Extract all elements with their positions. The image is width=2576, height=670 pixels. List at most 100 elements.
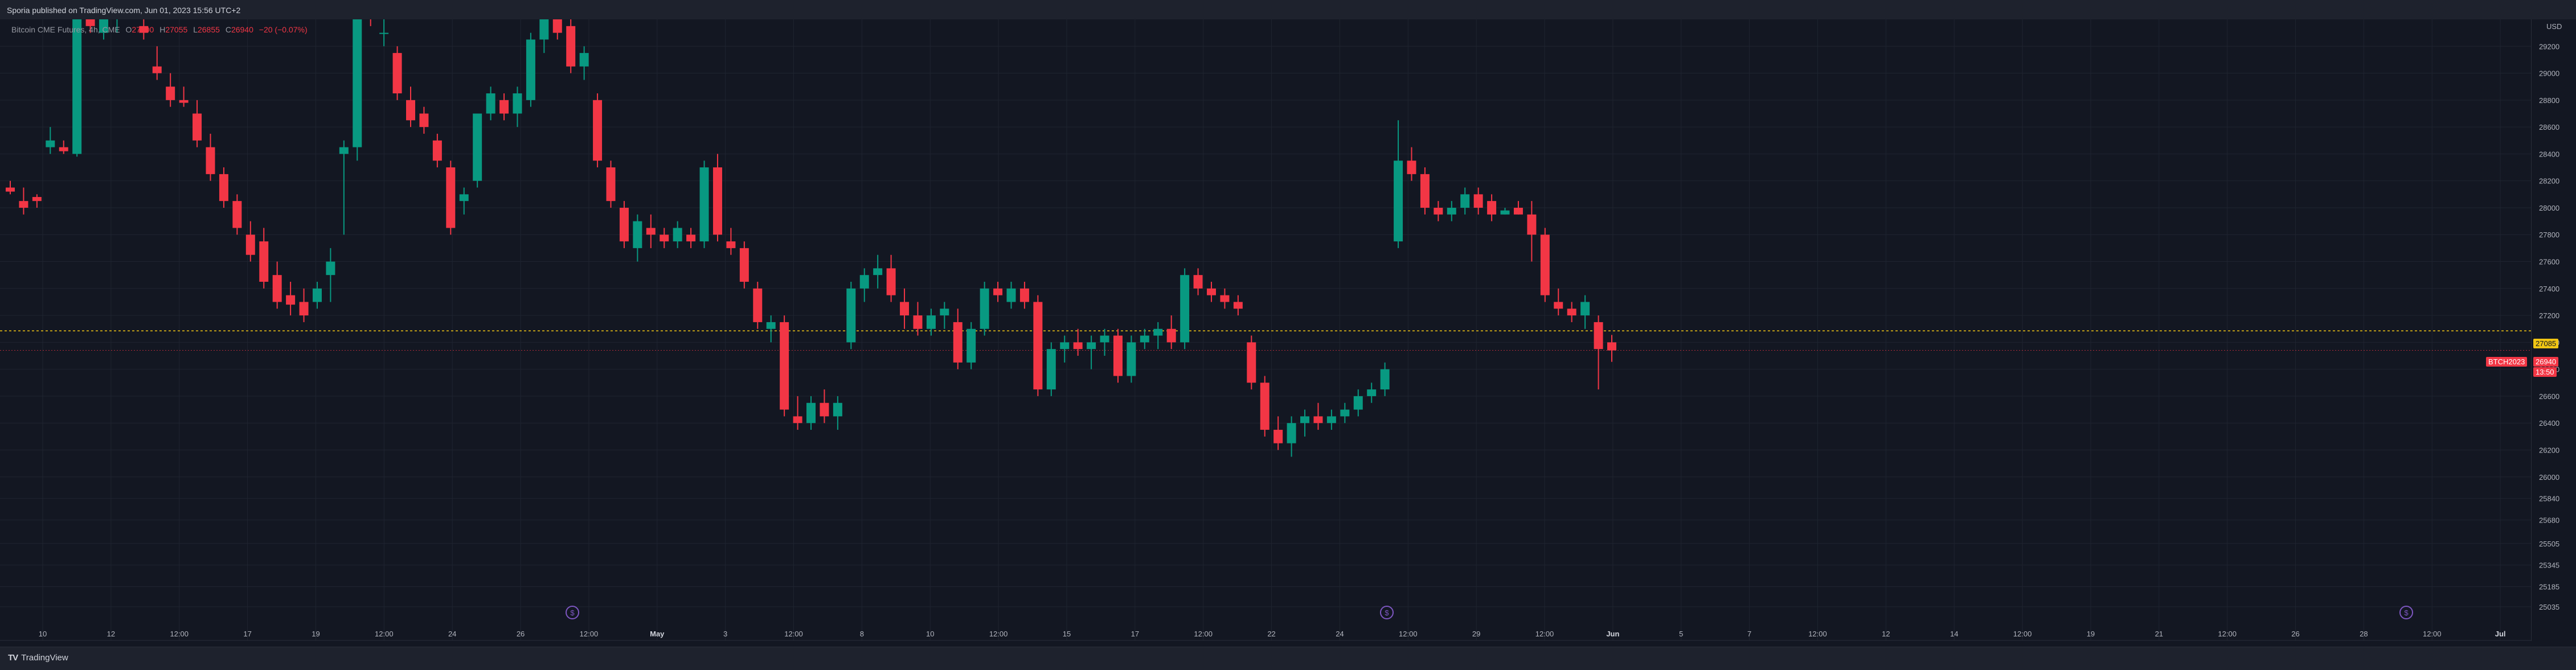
legend-high: 27055 (165, 25, 188, 34)
candle-body (1420, 174, 1430, 208)
candle-body (633, 221, 642, 248)
candle-body (1260, 383, 1269, 430)
time-tick: 17 (1131, 630, 1139, 638)
time-tick: 12:00 (2423, 630, 2442, 638)
time-tick: 12:00 (989, 630, 1008, 638)
candle-body (499, 100, 509, 114)
candle-body (1193, 275, 1203, 289)
time-tick: 15 (1063, 630, 1071, 638)
candle-body (1594, 322, 1603, 350)
price-tick: 25185 (2539, 582, 2559, 591)
time-tick: 8 (860, 630, 864, 638)
candle-body (873, 268, 883, 276)
candle-body (886, 268, 896, 295)
candle-body (219, 174, 228, 202)
tradingview-brand[interactable]: TV TradingView (8, 653, 68, 663)
candle-body (193, 113, 202, 141)
candle-body (1153, 328, 1163, 336)
candle-body (593, 100, 603, 161)
candle-body (1233, 302, 1243, 309)
candle-body (1607, 342, 1616, 351)
event-icon (1380, 606, 1394, 619)
candle-body (432, 140, 442, 161)
candle-body (1326, 416, 1336, 424)
candle-body (1500, 210, 1510, 215)
candle-body (513, 93, 522, 114)
price-axis-svg: USD 29200 29000 28800 28600 28400 28200 28000 2… (2539, 22, 2562, 611)
time-tick: 12:00 (580, 630, 599, 638)
legend-low: 26855 (197, 25, 220, 34)
price-axis[interactable]: USD 29200 29000 28800 28600 28400 28200 28000 2… (2531, 19, 2576, 641)
candle-body (392, 53, 402, 94)
candle-body (312, 288, 322, 302)
time-tick: 12:00 (2218, 630, 2237, 638)
time-tick: 7 (1747, 630, 1751, 638)
event-icon (566, 606, 579, 619)
chart-plot[interactable]: $ $ $ 10 12 12:00 17 19 12:00 24 26 12:00 May 3 12:00… (0, 19, 2531, 641)
price-tick: 26200 (2539, 446, 2559, 454)
candle-body (726, 241, 736, 248)
chart-legend: Bitcoin CME Futures, 4h, CME O27000 H270… (11, 25, 308, 34)
candle-body (1434, 207, 1443, 215)
time-tick: 21 (2155, 630, 2163, 638)
candle-body (72, 19, 82, 154)
time-tick: 24 (448, 630, 456, 638)
candle-body (686, 235, 696, 242)
candle-body (1033, 302, 1043, 390)
candle-body (1527, 214, 1537, 235)
time-tick: 28 (2360, 630, 2368, 638)
candle-body (1180, 275, 1190, 343)
candle-body (85, 19, 95, 26)
time-tick: 12:00 (1194, 630, 1213, 638)
time-tick: 12:00 (1535, 630, 1554, 638)
candle-body (993, 288, 1003, 295)
candle-body (1380, 369, 1390, 390)
candle-body (539, 19, 549, 40)
candle-body (1513, 207, 1523, 215)
candle-body (739, 248, 749, 282)
candle-body (846, 288, 856, 343)
candle-body (59, 147, 68, 151)
candle-body (32, 197, 42, 202)
candle-body (1006, 288, 1016, 302)
footer-bar: TV TradingView (0, 647, 2576, 670)
candle-body (232, 201, 242, 228)
candle-body (1087, 342, 1096, 350)
candle-body (966, 328, 976, 363)
price-tick: 29200 (2539, 42, 2559, 51)
reference-level-tag: 27085 (2533, 339, 2559, 348)
candle-body (913, 315, 923, 329)
time-tick: 3 (723, 630, 727, 638)
price-tick: 25680 (2539, 516, 2559, 524)
time-tick: 12:00 (2013, 630, 2032, 638)
candle-body (259, 241, 269, 282)
candle-body (1287, 423, 1296, 443)
time-tick: 26 (2291, 630, 2299, 638)
candle-body (286, 295, 296, 305)
candle-body (299, 302, 309, 316)
legend-open: 27000 (132, 25, 154, 34)
candle-body (820, 402, 829, 417)
candle-body (833, 402, 842, 417)
candle-body (272, 275, 282, 302)
legend-change: −20 (−0.07%) (259, 25, 308, 34)
candle-body (1567, 309, 1576, 316)
event-icon-symbol: $ (570, 609, 575, 617)
candle-body (19, 201, 28, 208)
time-tick: May (650, 630, 665, 638)
time-tick: 22 (1267, 630, 1275, 638)
candle-body (1473, 194, 1483, 208)
price-tick: 28600 (2539, 123, 2559, 131)
candle-body (326, 261, 335, 276)
candle-body (1340, 409, 1350, 417)
candle-body (673, 228, 682, 242)
candle-body (859, 275, 869, 289)
time-tick: 12:00 (1808, 630, 1827, 638)
candle-body (566, 26, 576, 67)
price-tick: 27800 (2539, 231, 2559, 239)
last-price-tag: 26940 (2533, 357, 2559, 367)
bar-countdown: 13:50 (2533, 367, 2557, 377)
price-tick: 28000 (2539, 204, 2559, 212)
candle-body (339, 147, 349, 154)
candle-body (179, 100, 189, 103)
